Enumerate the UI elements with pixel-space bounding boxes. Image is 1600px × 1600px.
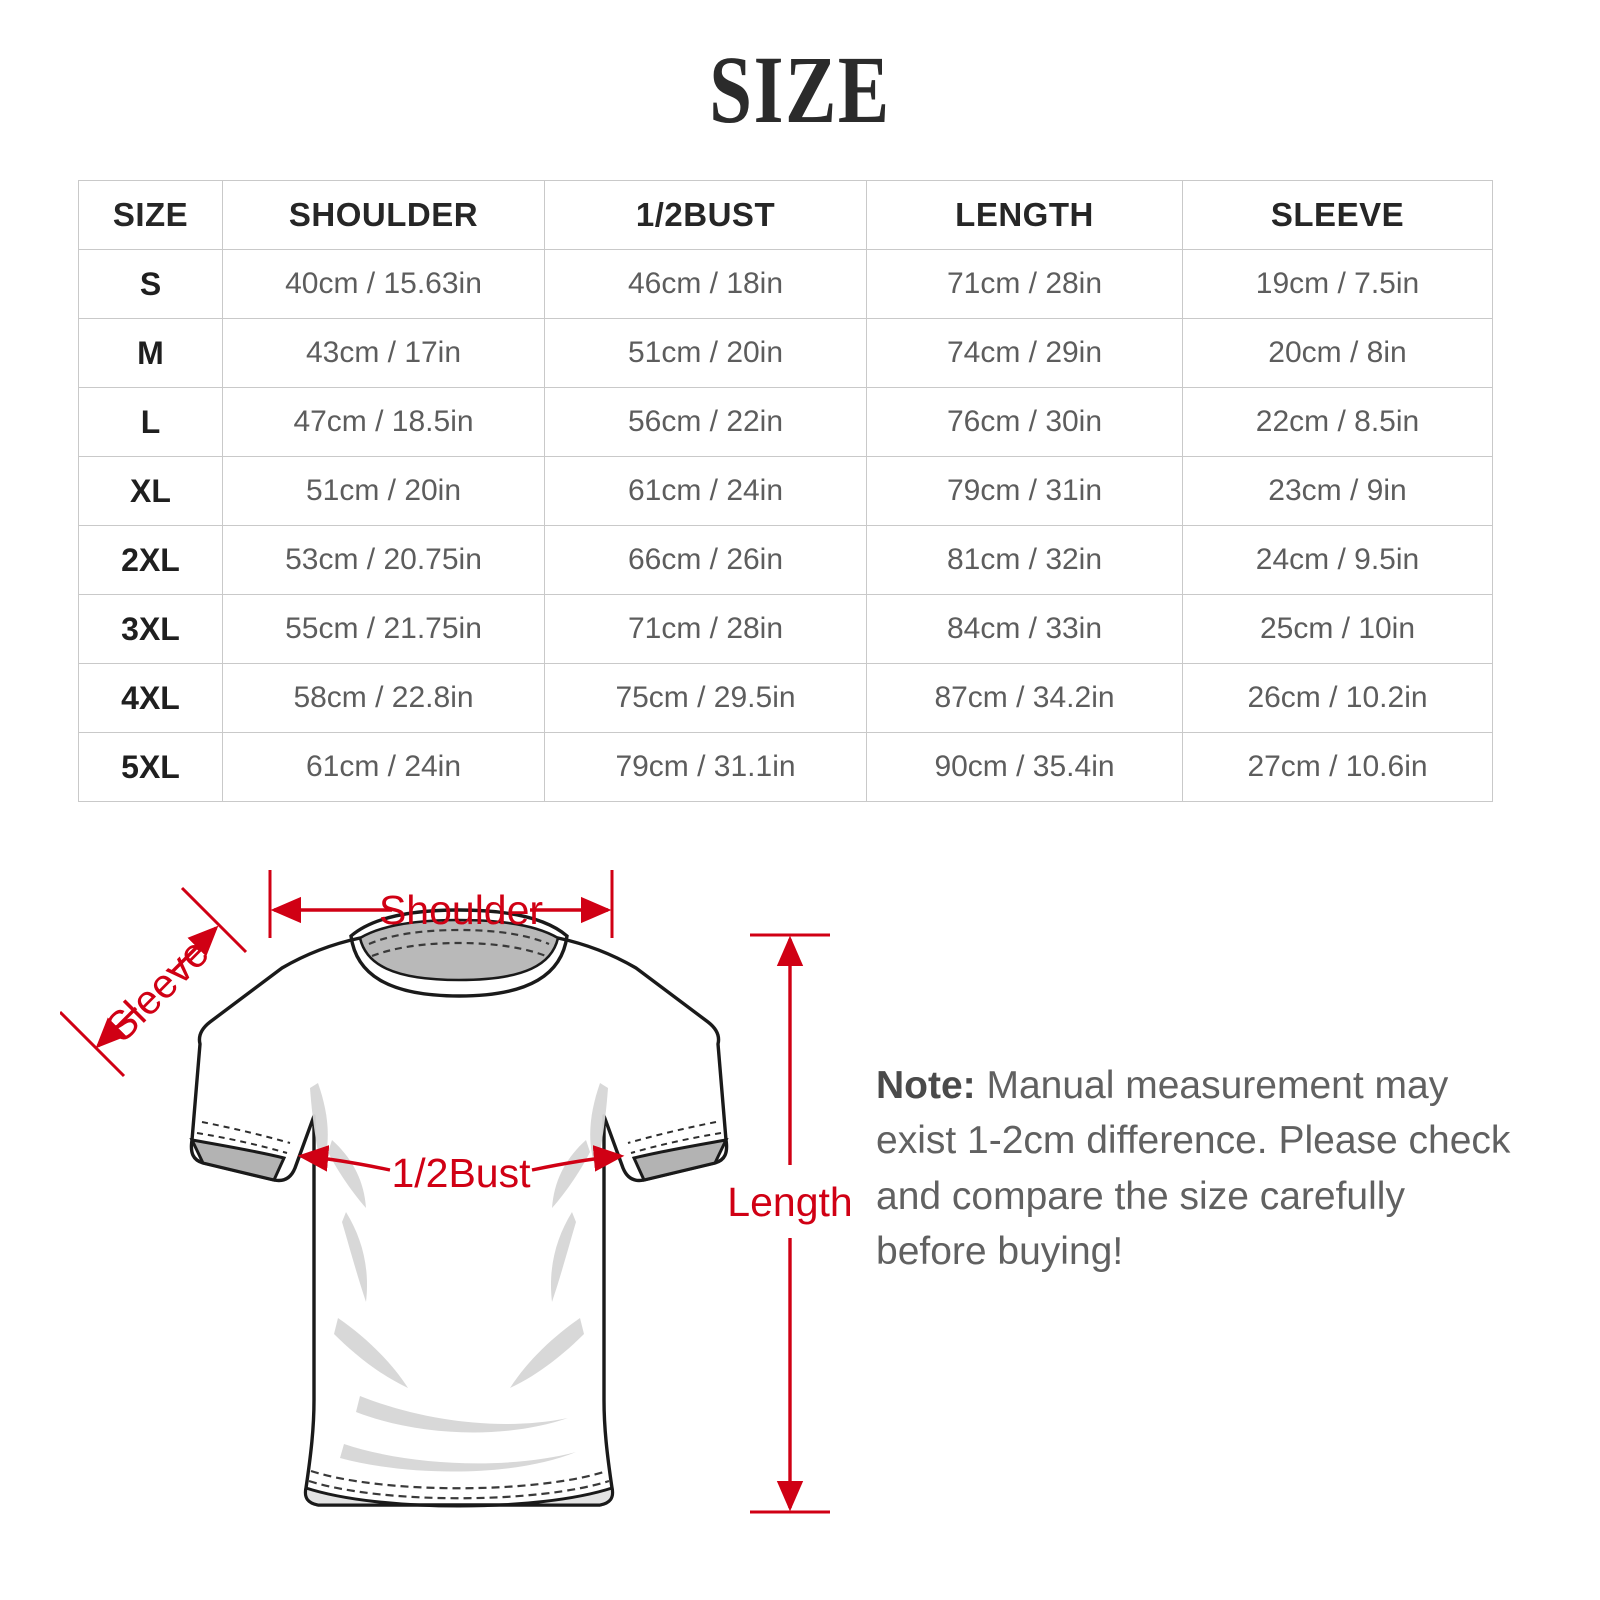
cell-length: 87cm / 34.2in [866,663,1183,733]
cell-bust: 46cm / 18in [544,249,867,319]
table-row: 4XL 58cm / 22.8in 75cm / 29.5in 87cm / 3… [78,663,1493,733]
column-header-length: LENGTH [866,180,1183,250]
bust-arrow-left [297,1145,391,1172]
tshirt-diagram-svg: Shoulder Sleeve 1/2Bust Length [60,870,850,1514]
cell-sleeve: 24cm / 9.5in [1182,525,1493,595]
cell-length: 90cm / 35.4in [866,732,1183,802]
column-header-bust: 1/2BUST [544,180,867,250]
right-sleeve-cuff [631,1138,729,1182]
left-cuff-stitch [196,1132,288,1154]
cell-sleeve: 25cm / 10in [1182,594,1493,664]
bottom-hem [304,1486,614,1508]
collar-stitch-line-2 [371,941,547,958]
cell-sleeve: 20cm / 8in [1182,318,1493,388]
tshirt-illustration [189,908,729,1508]
cell-sleeve: 27cm / 10.6in [1182,732,1493,802]
cell-shoulder: 43cm / 17in [222,318,545,388]
bust-label: 1/2Bust [391,1150,531,1196]
cell-size: L [78,387,223,457]
cell-shoulder: 47cm / 18.5in [222,387,545,457]
table-row: XL 51cm / 20in 61cm / 24in 79cm / 31in 2… [78,456,1493,526]
fabric-shading [310,1083,608,1472]
cell-shoulder: 61cm / 24in [222,732,545,802]
hem-stitch-line [310,1469,608,1490]
collar-band [349,908,569,998]
bust-arrow-right [531,1145,625,1172]
note-block: Note: Manual measurement may exist 1-2cm… [876,1058,1516,1280]
cell-shoulder: 40cm / 15.63in [222,249,545,319]
cell-sleeve: 22cm / 8.5in [1182,387,1493,457]
left-cuff-stitch-2 [201,1121,291,1144]
collar-stitch-line [368,928,550,946]
cell-bust: 51cm / 20in [544,318,867,388]
cell-bust: 61cm / 24in [544,456,867,526]
cell-bust: 75cm / 29.5in [544,663,867,733]
sleeve-tick-lower [60,1010,126,1078]
tshirt-body-outline [189,936,729,1507]
sleeve-arrow-upper [170,925,219,974]
cell-size: S [78,249,223,319]
cell-shoulder: 53cm / 20.75in [222,525,545,595]
cell-size: 5XL [78,732,223,802]
cell-shoulder: 51cm / 20in [222,456,545,526]
cell-size: 4XL [78,663,223,733]
table-row: M 43cm / 17in 51cm / 20in 74cm / 29in 20… [78,318,1493,388]
table-row: 5XL 61cm / 24in 79cm / 31.1in 90cm / 35.… [78,732,1493,802]
cell-size: XL [78,456,223,526]
cell-sleeve: 26cm / 10.2in [1182,663,1493,733]
column-header-sleeve: SLEEVE [1182,180,1493,250]
sleeve-arrow-lower [95,1006,138,1049]
right-cuff-stitch [630,1132,722,1154]
left-sleeve-cuff [189,1138,287,1182]
column-header-size: SIZE [78,180,223,250]
note-label: Note: [876,1064,976,1107]
cell-length: 71cm / 28in [866,249,1183,319]
table-row: S 40cm / 15.63in 46cm / 18in 71cm / 28in… [78,249,1493,319]
sleeve-tick-upper [180,886,248,954]
table-row: 3XL 55cm / 21.75in 71cm / 28in 84cm / 33… [78,594,1493,664]
cell-size: M [78,318,223,388]
cell-shoulder: 58cm / 22.8in [222,663,545,733]
right-cuff-stitch-2 [627,1121,717,1144]
table-header-row: SIZE SHOULDER 1/2BUST LENGTH SLEEVE [78,180,1493,250]
length-label: Length [727,1179,850,1225]
collar-inner [358,918,560,982]
cell-length: 79cm / 31in [866,456,1183,526]
cell-bust: 79cm / 31.1in [544,732,867,802]
table-row: L 47cm / 18.5in 56cm / 22in 76cm / 30in … [78,387,1493,457]
cell-bust: 71cm / 28in [544,594,867,664]
size-table: SIZE SHOULDER 1/2BUST LENGTH SLEEVE S 40… [78,180,1493,802]
shoulder-label: Shoulder [379,887,543,933]
column-header-shoulder: SHOULDER [222,180,545,250]
cell-size: 3XL [78,594,223,664]
cell-bust: 56cm / 22in [544,387,867,457]
measurement-diagram: Shoulder Sleeve 1/2Bust Length [0,840,1600,1600]
cell-length: 76cm / 30in [866,387,1183,457]
cell-sleeve: 23cm / 9in [1182,456,1493,526]
hem-stitch-line-2 [308,1479,610,1500]
cell-sleeve: 19cm / 7.5in [1182,249,1493,319]
table-row: 2XL 53cm / 20.75in 66cm / 26in 81cm / 32… [78,525,1493,595]
cell-length: 81cm / 32in [866,525,1183,595]
cell-shoulder: 55cm / 21.75in [222,594,545,664]
note-text: Manual measurement may exist 1-2cm diffe… [876,1064,1511,1274]
page-title: SIZE [709,36,891,143]
cell-bust: 66cm / 26in [544,525,867,595]
cell-length: 74cm / 29in [866,318,1183,388]
cell-length: 84cm / 33in [866,594,1183,664]
cell-size: 2XL [78,525,223,595]
